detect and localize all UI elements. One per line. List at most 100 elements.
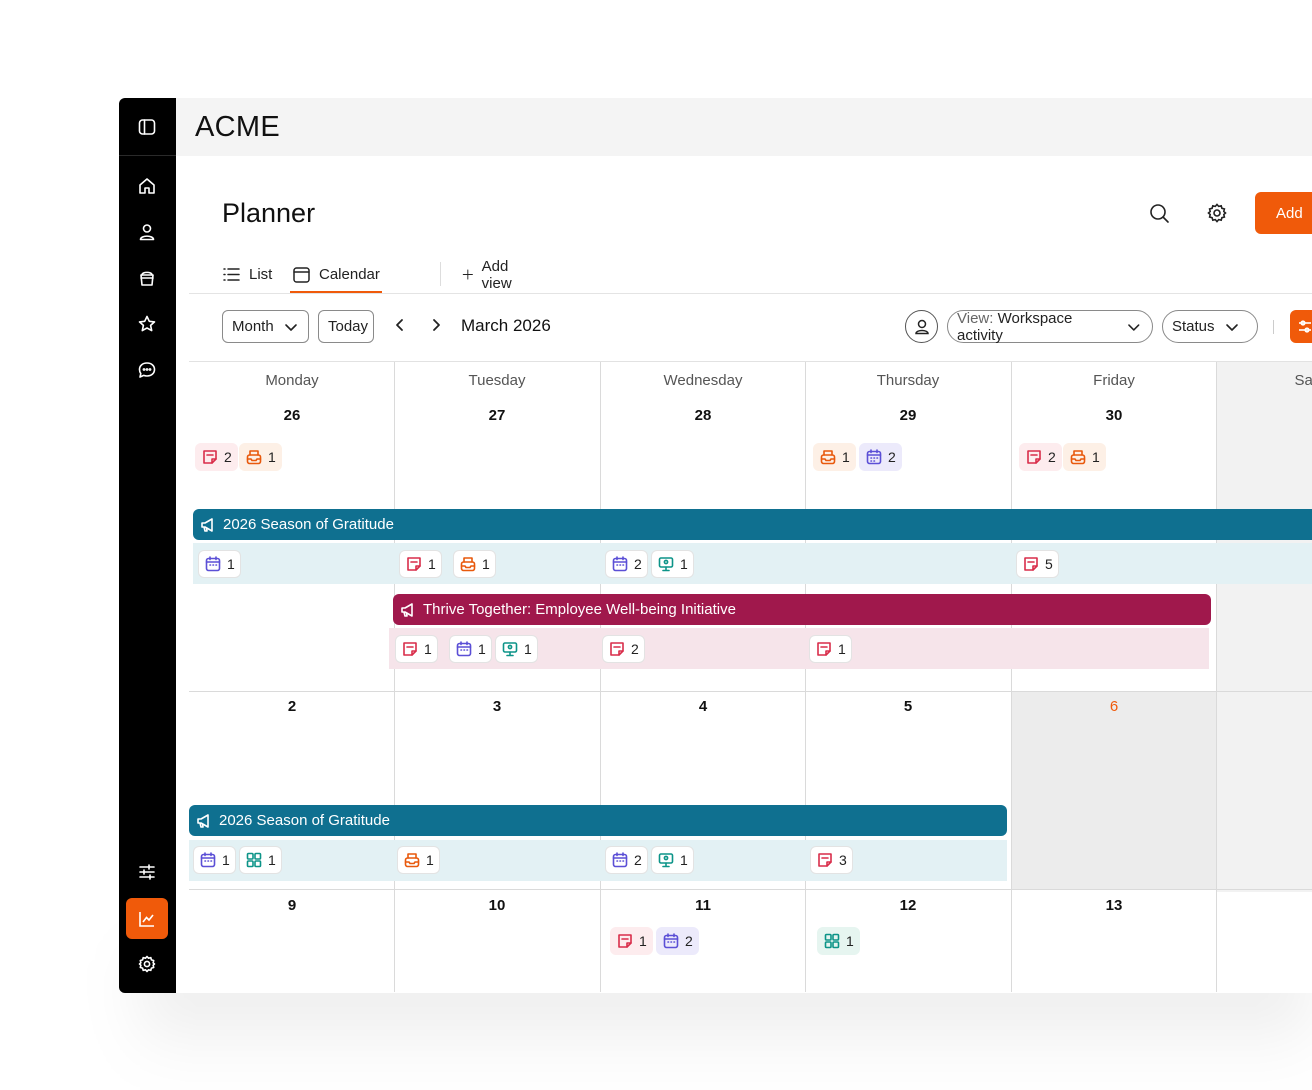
date-cell[interactable]: 29 bbox=[899, 407, 917, 424]
presentation-icon bbox=[658, 853, 674, 868]
item-count-chip[interactable]: 1 bbox=[651, 846, 694, 874]
sidebar-top bbox=[119, 98, 176, 156]
item-count-chip[interactable]: 1 bbox=[395, 635, 438, 663]
chip-count: 2 bbox=[634, 852, 642, 868]
tab-add-view[interactable]: Add view bbox=[462, 256, 519, 293]
chip-count: 1 bbox=[222, 852, 230, 868]
item-count-chip[interactable]: 1 bbox=[813, 443, 856, 471]
tab-calendar[interactable]: Calendar bbox=[290, 256, 382, 293]
cup-icon[interactable] bbox=[136, 267, 158, 289]
date-cell[interactable]: 5 bbox=[903, 698, 913, 715]
star-icon[interactable] bbox=[136, 313, 158, 335]
chip-count: 1 bbox=[478, 641, 486, 657]
item-count-chip[interactable]: 2 bbox=[605, 846, 648, 874]
next-month-icon[interactable] bbox=[428, 317, 448, 337]
sliders-icon[interactable] bbox=[136, 861, 158, 883]
calendar-toolbar: Month Today March 2026 View: Workspac bbox=[176, 310, 1312, 344]
item-count-chip[interactable]: 1 bbox=[397, 846, 440, 874]
item-count-chip[interactable]: 2 bbox=[1019, 443, 1062, 471]
chip-count: 2 bbox=[888, 449, 896, 465]
note-icon bbox=[1024, 557, 1038, 571]
toolbar-divider bbox=[1273, 320, 1274, 334]
user-icon[interactable] bbox=[136, 221, 158, 243]
tab-list[interactable]: List bbox=[222, 256, 272, 293]
event-bar[interactable]: 2026 Season of Gratitude bbox=[189, 805, 1007, 836]
item-count-chip[interactable]: 1 bbox=[239, 443, 282, 471]
column-divider bbox=[1216, 362, 1217, 992]
date-cell[interactable]: 3 bbox=[492, 698, 502, 715]
note-icon bbox=[618, 934, 632, 948]
item-count-chip[interactable]: 1 bbox=[198, 550, 241, 578]
item-count-chip[interactable]: 1 bbox=[610, 927, 653, 955]
settings-icon[interactable] bbox=[136, 953, 158, 975]
item-count-chip[interactable]: 1 bbox=[1063, 443, 1106, 471]
app-window: ACME Planner Add List Calendar bbox=[119, 98, 1312, 993]
person-filter-icon[interactable] bbox=[905, 310, 938, 343]
page-title: Planner bbox=[222, 198, 316, 228]
item-count-chip[interactable]: 3 bbox=[810, 846, 853, 874]
filter-icon[interactable] bbox=[1290, 310, 1312, 343]
period-select[interactable]: Month bbox=[222, 310, 309, 343]
megaphone-icon bbox=[401, 602, 413, 617]
event-bar[interactable]: 2026 Season of Gratitude bbox=[193, 509, 1312, 540]
sidebar-toggle-icon[interactable] bbox=[136, 116, 158, 138]
item-count-chip[interactable]: 2 bbox=[605, 550, 648, 578]
tab-add-view-label: Add view bbox=[481, 257, 512, 292]
item-count-chip[interactable]: 1 bbox=[453, 550, 496, 578]
item-count-chip[interactable]: 2 bbox=[859, 443, 902, 471]
week-divider bbox=[189, 691, 1312, 692]
gear-icon[interactable] bbox=[1206, 202, 1230, 226]
item-count-chip[interactable]: 2 bbox=[195, 443, 238, 471]
event-bar[interactable]: Thrive Together: Employee Well-being Ini… bbox=[393, 594, 1211, 625]
main-content: Planner Add List Calendar bbox=[176, 156, 1312, 993]
weekday-tuesday: Tuesday bbox=[468, 372, 526, 389]
date-cell[interactable]: 4 bbox=[698, 698, 708, 715]
date-cell[interactable]: 26 bbox=[283, 407, 301, 424]
analytics-icon[interactable] bbox=[126, 898, 168, 939]
prev-month-icon[interactable] bbox=[392, 317, 412, 337]
item-count-chip[interactable]: 1 bbox=[651, 550, 694, 578]
view-select[interactable]: View: Workspace activity bbox=[947, 309, 1153, 344]
item-count-chip[interactable]: 2 bbox=[656, 927, 699, 955]
column-divider bbox=[600, 362, 601, 992]
date-cell-today[interactable]: 6 bbox=[1109, 698, 1119, 715]
item-count-chip[interactable]: 1 bbox=[193, 846, 236, 874]
item-count-chip[interactable]: 1 bbox=[495, 635, 538, 663]
home-icon[interactable] bbox=[136, 175, 158, 197]
search-icon[interactable] bbox=[1148, 202, 1172, 226]
calendar-event-icon bbox=[612, 852, 628, 868]
date-cell[interactable]: 13 bbox=[1105, 897, 1123, 914]
chip-count: 1 bbox=[227, 556, 235, 572]
chat-icon[interactable] bbox=[136, 359, 158, 381]
date-cell[interactable]: 12 bbox=[899, 897, 917, 914]
date-cell[interactable]: 11 bbox=[695, 897, 711, 914]
date-cell[interactable]: 10 bbox=[488, 897, 506, 914]
chevron-down-icon bbox=[284, 323, 297, 331]
item-count-chip[interactable]: 1 bbox=[449, 635, 492, 663]
note-icon bbox=[817, 642, 831, 656]
date-cell[interactable]: 3 bbox=[1289, 407, 1312, 424]
topbar: ACME bbox=[176, 98, 1312, 156]
date-cell[interactable]: 9 bbox=[287, 897, 297, 914]
today-cell-shade bbox=[1011, 692, 1217, 890]
item-count-chip[interactable]: 5 bbox=[1016, 550, 1059, 578]
date-cell[interactable]: 30 bbox=[1105, 407, 1123, 424]
chip-count: 1 bbox=[524, 641, 532, 657]
event-title: 2026 Season of Gratitude bbox=[219, 812, 390, 829]
today-button[interactable]: Today bbox=[318, 310, 374, 343]
item-count-chip[interactable]: 2 bbox=[602, 635, 645, 663]
item-count-chip[interactable]: 1 bbox=[399, 550, 442, 578]
date-cell[interactable]: 27 bbox=[488, 407, 506, 424]
view-value: Workspace activity bbox=[957, 309, 1073, 344]
item-count-chip[interactable]: 1 bbox=[239, 846, 282, 874]
date-cell[interactable]: 28 bbox=[694, 407, 712, 424]
chevron-down-icon bbox=[1225, 323, 1238, 331]
date-cell[interactable]: 2 bbox=[287, 698, 297, 715]
plus-icon bbox=[462, 269, 473, 280]
event-title: Thrive Together: Employee Well-being Ini… bbox=[423, 601, 736, 618]
list-icon bbox=[223, 268, 240, 281]
item-count-chip[interactable]: 1 bbox=[809, 635, 852, 663]
status-select[interactable]: Status bbox=[1162, 310, 1258, 343]
item-count-chip[interactable]: 1 bbox=[817, 927, 860, 955]
add-button[interactable]: Add bbox=[1255, 192, 1312, 234]
